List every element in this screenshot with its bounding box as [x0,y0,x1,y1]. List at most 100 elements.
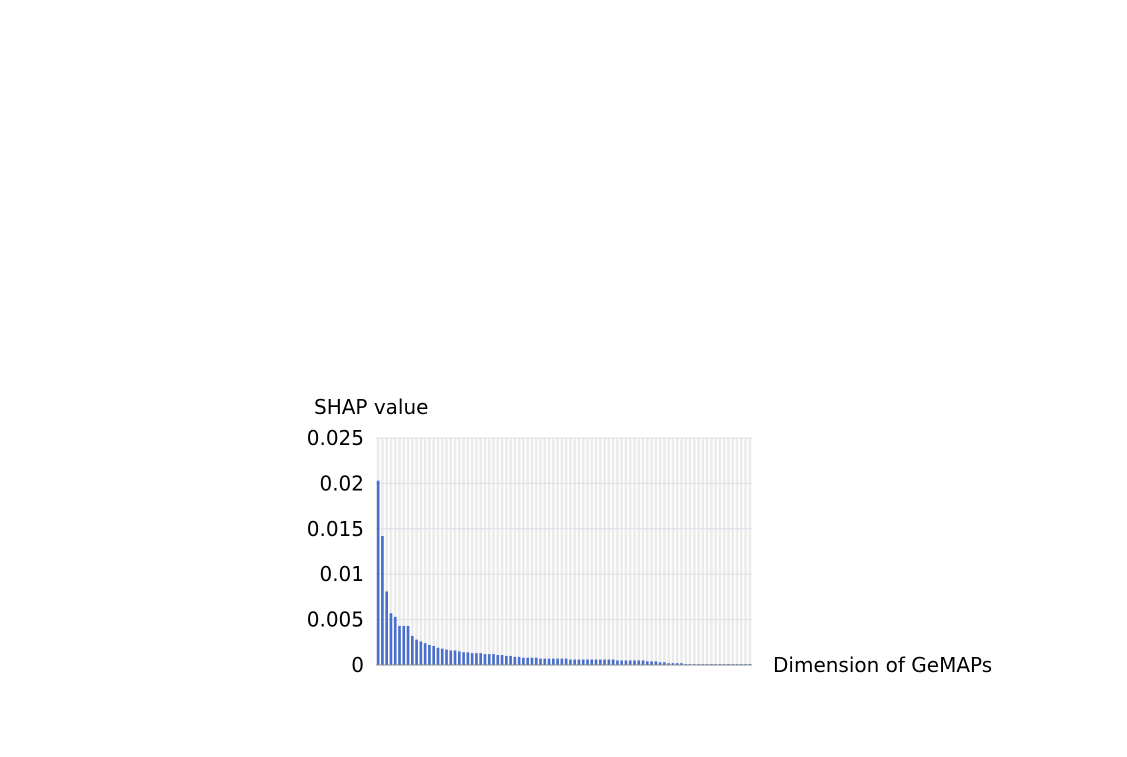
bar [603,659,606,665]
bar [487,654,491,665]
bar [483,654,487,665]
bar [641,660,645,665]
column-band [671,438,675,665]
column-band [551,438,555,665]
column-band [594,438,598,665]
column-band [560,438,564,665]
column-band [573,438,577,665]
bar [671,663,675,665]
column-band [402,438,406,665]
column-band [663,438,666,665]
bar [581,659,585,665]
bar [492,654,495,665]
bar [393,616,397,665]
column-band [534,438,538,665]
bar [611,659,615,665]
bar [389,613,393,665]
column-band [406,438,410,665]
column-band [607,438,611,665]
bar [616,660,619,665]
bar [440,648,444,665]
column-band [410,438,414,665]
column-band [748,438,752,665]
column-band [517,438,521,665]
column-band [654,438,658,665]
column-band [598,438,602,665]
column-band [680,438,683,665]
column-band [616,438,619,665]
bar [590,659,594,665]
bar [381,536,384,665]
column-band [586,438,589,665]
column-band [603,438,606,665]
column-band [500,438,504,665]
gridlines [376,437,752,621]
column-band [735,438,739,665]
bar [432,645,436,665]
bar [543,658,547,665]
column-band [428,438,431,665]
column-band [739,438,743,665]
y-tick-label: 0 [351,653,364,677]
column-band [483,438,487,665]
bar [547,658,551,665]
column-bands [376,438,752,665]
column-band [701,438,705,665]
x-axis-label: Dimension of GeMAPs [773,653,992,677]
column-band [423,438,427,665]
column-band [492,438,495,665]
column-band [633,438,636,665]
bar [680,663,683,665]
bar [637,660,641,665]
column-band [539,438,542,665]
bar [445,649,448,665]
bar [522,657,525,665]
y-tick-label: 0.015 [307,517,364,541]
column-band [645,438,649,665]
bar [402,625,406,665]
bar [560,658,564,665]
bar [428,645,431,665]
bar [376,480,380,665]
column-band [462,438,465,665]
column-band [445,438,448,665]
column-band [650,438,653,665]
column-band [710,438,713,665]
bar [462,652,465,665]
column-band [590,438,594,665]
column-band [496,438,500,665]
bar [513,656,517,665]
column-band [718,438,722,665]
bar [586,659,589,665]
column-band [727,438,730,665]
column-band [479,438,483,665]
column-band [449,438,453,665]
column-band [475,438,478,665]
bar [594,659,598,665]
column-band [581,438,585,665]
bar [504,655,508,665]
column-band [675,438,679,665]
column-band [731,438,735,665]
column-band [389,438,393,665]
bar [453,650,457,665]
bar [530,657,534,665]
column-band [714,438,718,665]
column-band [504,438,508,665]
bar [466,652,470,665]
column-band [637,438,641,665]
bar [415,639,418,665]
column-band [543,438,547,665]
column-band [415,438,418,665]
bar [645,661,649,665]
bar [556,658,559,665]
y-tick-label: 0.01 [319,562,364,586]
column-band [513,438,517,665]
bar [663,662,666,665]
y-tick-label: 0.025 [307,426,364,450]
column-band [436,438,440,665]
bar [658,662,662,665]
column-band [556,438,559,665]
y-tick-labels: 0 0.005 0.01 0.015 0.02 0.025 [307,426,364,677]
column-band [457,438,461,665]
